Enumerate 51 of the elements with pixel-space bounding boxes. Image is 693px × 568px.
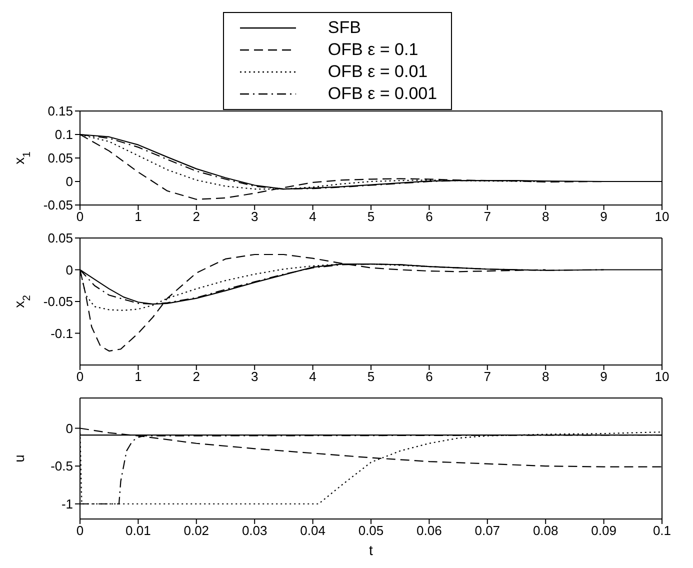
x-tick-label: 0.04: [300, 523, 326, 538]
x-tick-label: 0.03: [242, 523, 268, 538]
x-tick-label: 0: [76, 523, 84, 538]
x-tick-label: 0.05: [358, 523, 384, 538]
y-tick-label: 0.1: [54, 127, 73, 142]
legend-label: OFB ε = 0.001: [328, 84, 438, 104]
x-tick-label: 2: [192, 369, 200, 384]
x-tick-label: 8: [542, 369, 550, 384]
x-tick-label: 0: [76, 209, 84, 224]
x-tick-label: 0.08: [532, 523, 558, 538]
x-tick-label: 10: [654, 209, 670, 224]
x-tick-label: 3: [250, 209, 258, 224]
x-tick-label: 9: [600, 369, 608, 384]
x-tick-label: 0.02: [184, 523, 210, 538]
x-tick-label: 6: [426, 209, 433, 224]
y-tick-label: 0.15: [48, 104, 73, 119]
x-tick-label: 8: [542, 209, 550, 224]
y-tick-label: 0.05: [48, 150, 73, 166]
y-tick-label: -0.05: [43, 294, 73, 310]
x-tick-label: 4: [309, 209, 316, 224]
y-tick-label: -0.1: [50, 326, 73, 341]
x-tick-label: 7: [484, 369, 492, 384]
x-tick-label: 3: [250, 369, 258, 384]
y-tick-label: 0.05: [48, 230, 73, 246]
x-tick-label: 0.09: [591, 523, 616, 538]
x-tick-label: 6: [426, 369, 433, 384]
x-axis-title: t: [369, 542, 374, 558]
x-tick-label: 1: [134, 369, 142, 384]
x-tick-label: 0.01: [126, 523, 151, 538]
x-tick-label: 4: [309, 369, 316, 384]
x-tick-label: 10: [654, 369, 670, 384]
y-tick-label: -1: [61, 496, 73, 512]
y-tick-label: 0: [66, 420, 73, 436]
x-tick-label: 0.06: [416, 523, 442, 538]
y-axis-title: u: [11, 454, 27, 462]
y-tick-label: -0.5: [50, 458, 73, 474]
y-tick-label: -0.05: [43, 198, 73, 213]
y-tick-label: 0: [66, 174, 73, 190]
x-tick-label: 0: [76, 369, 84, 384]
x-tick-label: 1: [134, 209, 142, 224]
x-tick-label: 2: [192, 209, 200, 224]
legend-label: SFB: [328, 18, 361, 38]
x-tick-label: 5: [367, 369, 375, 384]
legend-label: OFB ε = 0.01: [328, 62, 428, 82]
x-tick-label: 7: [484, 209, 492, 224]
legend-label: OFB ε = 0.1: [328, 40, 418, 60]
x-tick-label: 0.1: [652, 523, 672, 538]
x-tick-label: 5: [367, 209, 375, 224]
x-tick-label: 9: [600, 209, 608, 224]
y-tick-label: 0: [66, 262, 73, 278]
x-tick-label: 0.07: [474, 523, 500, 538]
